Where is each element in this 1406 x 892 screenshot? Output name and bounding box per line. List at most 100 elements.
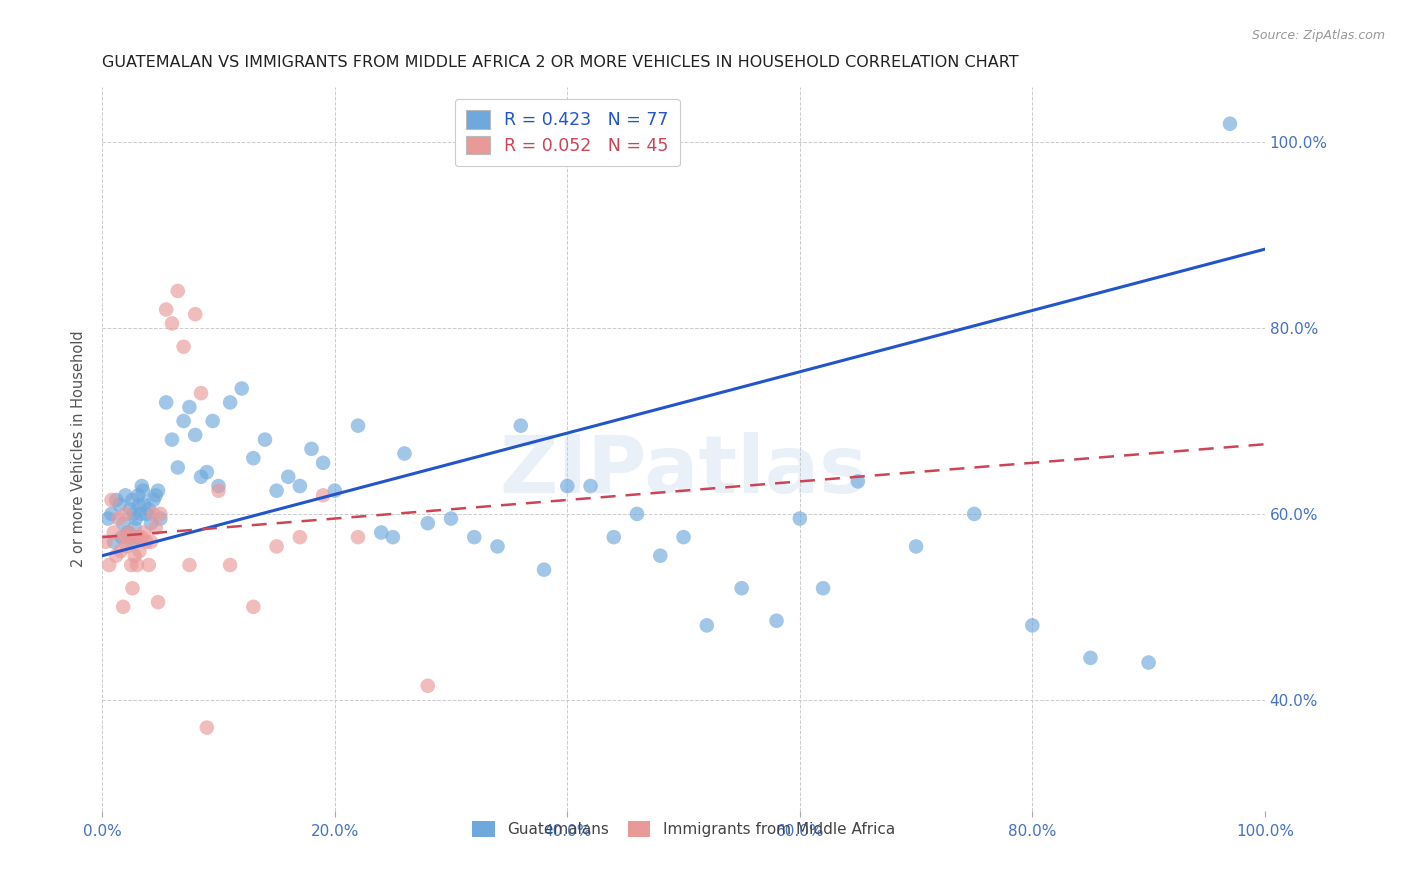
Point [347,530,370,544]
Point [190,469,212,483]
Point [122,530,145,544]
Point [1021,618,1043,632]
Point [207,479,229,493]
Point [509,418,531,433]
Point [103,525,125,540]
Point [288,479,311,493]
Point [121,493,143,508]
Point [963,507,986,521]
Point [166,284,188,298]
Point [149,511,172,525]
Point [555,479,578,493]
Point [905,540,928,554]
Point [160,433,183,447]
Point [115,540,138,554]
Point [672,530,695,544]
Point [128,544,150,558]
Point [731,581,754,595]
Point [1219,117,1241,131]
Point [416,516,439,531]
Legend: Guatemalans, Immigrants from Middle Africa: Guatemalans, Immigrants from Middle Afri… [465,815,901,844]
Point [579,479,602,493]
Point [132,483,155,498]
Point [110,544,132,558]
Point [117,525,139,540]
Point [195,721,218,735]
Point [463,530,485,544]
Point [266,540,288,554]
Point [131,530,153,544]
Point [135,534,157,549]
Point [190,386,212,401]
Point [118,525,141,540]
Point [127,530,149,544]
Text: Source: ZipAtlas.com: Source: ZipAtlas.com [1251,29,1385,42]
Point [195,465,218,479]
Point [145,488,167,502]
Point [100,493,122,508]
Point [370,525,392,540]
Point [288,530,311,544]
Point [122,507,145,521]
Point [219,395,242,409]
Point [846,475,869,489]
Point [146,595,169,609]
Point [347,418,370,433]
Point [120,502,142,516]
Point [108,498,131,512]
Point [811,581,834,595]
Text: ZIPatlas: ZIPatlas [499,432,868,509]
Point [121,581,143,595]
Point [207,483,229,498]
Y-axis label: 2 or more Vehicles in Household: 2 or more Vehicles in Household [72,331,86,567]
Point [105,549,128,563]
Point [231,382,253,396]
Point [128,498,150,512]
Point [138,502,160,516]
Point [149,507,172,521]
Point [173,414,195,428]
Point [696,618,718,632]
Point [219,558,242,572]
Point [103,534,125,549]
Point [179,558,201,572]
Point [160,317,183,331]
Point [533,563,555,577]
Point [312,456,335,470]
Text: GUATEMALAN VS IMMIGRANTS FROM MIDDLE AFRICA 2 OR MORE VEHICLES IN HOUSEHOLD CORR: GUATEMALAN VS IMMIGRANTS FROM MIDDLE AFR… [103,55,1019,70]
Point [277,469,299,483]
Point [94,534,117,549]
Point [127,488,149,502]
Point [184,428,207,442]
Point [114,488,136,502]
Point [120,534,142,549]
Point [242,599,264,614]
Point [486,540,509,554]
Point [127,558,149,572]
Point [112,516,135,531]
Point [132,498,155,512]
Point [114,507,136,521]
Point [135,507,157,521]
Point [1137,656,1160,670]
Point [301,442,323,456]
Point [142,507,165,521]
Point [111,530,134,544]
Point [155,395,177,409]
Point [131,479,153,493]
Point [650,549,672,563]
Point [603,530,626,544]
Point [105,493,128,508]
Point [166,460,188,475]
Point [184,307,207,321]
Point [266,483,288,498]
Point [124,549,146,563]
Point [381,530,404,544]
Point [124,521,146,535]
Point [155,302,177,317]
Point [132,525,155,540]
Point [97,511,120,525]
Point [626,507,648,521]
Point [120,558,142,572]
Point [765,614,787,628]
